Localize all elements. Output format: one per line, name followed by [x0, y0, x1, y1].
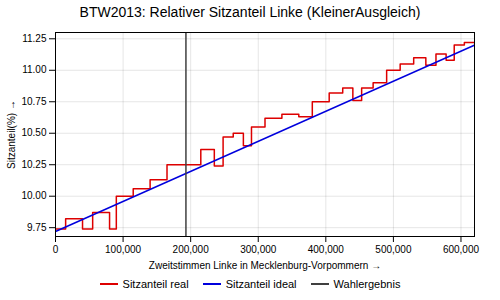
svg-text:10.00: 10.00	[21, 190, 46, 201]
svg-text:200,000: 200,000	[173, 244, 210, 255]
svg-text:11.00: 11.00	[22, 64, 47, 75]
html-text:BTW2013: Relativer Sitzanteil: BTW2013: Relativer Sitzanteil Linke (Kle…	[79, 4, 421, 20]
svg-text:11.25: 11.25	[22, 33, 47, 44]
html-text:Wahlergebnis: Wahlergebnis	[333, 278, 401, 290]
svg-text:Sitzanteil(%) →: Sitzanteil(%) →	[6, 100, 17, 169]
svg-text:600,000: 600,000	[443, 244, 480, 255]
svg-text:500,000: 500,000	[375, 244, 412, 255]
svg-text:10.75: 10.75	[21, 96, 46, 107]
svg-text:10.50: 10.50	[21, 127, 46, 138]
svg-text:9.75: 9.75	[27, 222, 47, 233]
svg-text:100,000: 100,000	[105, 244, 142, 255]
html-text:Sitzanteil ideal: Sitzanteil ideal	[225, 278, 297, 290]
svg-text:10.25: 10.25	[21, 159, 46, 170]
svg-text:400,000: 400,000	[308, 244, 345, 255]
svg-text:300,000: 300,000	[240, 244, 277, 255]
svg-text:0: 0	[53, 244, 59, 255]
svg-text:Zweitstimmen Linke in Mecklenb: Zweitstimmen Linke in Mecklenburg-Vorpom…	[149, 260, 381, 271]
html-text:Sitzanteil real: Sitzanteil real	[122, 278, 189, 290]
